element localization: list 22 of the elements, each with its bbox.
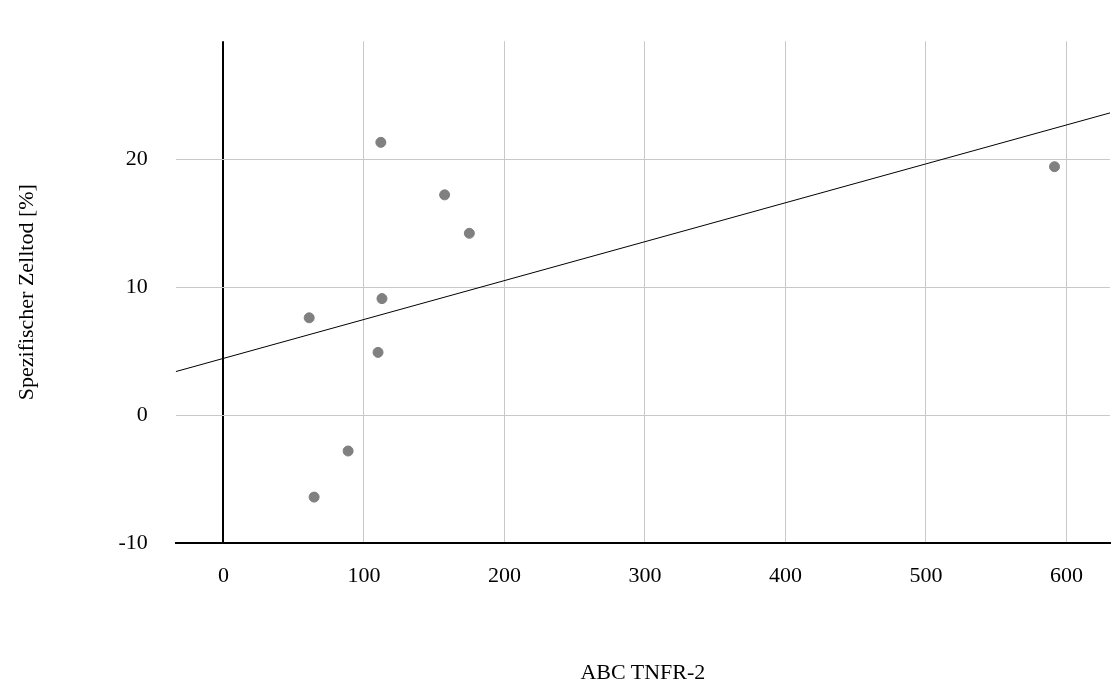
- y-tick-label: 10: [125, 272, 148, 298]
- x-tick-label: 100: [347, 562, 381, 588]
- point: [372, 346, 384, 358]
- x-tick-label: 600: [1049, 562, 1083, 588]
- x-tick-label: 0: [217, 562, 229, 588]
- point: [1049, 161, 1061, 173]
- point: [439, 189, 451, 201]
- point: [375, 136, 387, 148]
- x-axis-title: ABC TNFR-2: [580, 658, 706, 684]
- x-tick-label: 500: [909, 562, 943, 588]
- point: [463, 227, 475, 239]
- y-tick-label: 0: [136, 400, 148, 426]
- y-axis-title: Spezifischer Zelltod [%]: [12, 184, 38, 401]
- x-tick-label: 200: [487, 562, 521, 588]
- x-tick-label: 400: [768, 562, 802, 588]
- point: [376, 293, 388, 305]
- point: [342, 445, 354, 457]
- point: [303, 312, 315, 324]
- point: [308, 491, 320, 503]
- x-tick-label: 300: [628, 562, 662, 588]
- y-tick-label: 20: [125, 144, 148, 170]
- y-tick-label: -10: [118, 528, 148, 554]
